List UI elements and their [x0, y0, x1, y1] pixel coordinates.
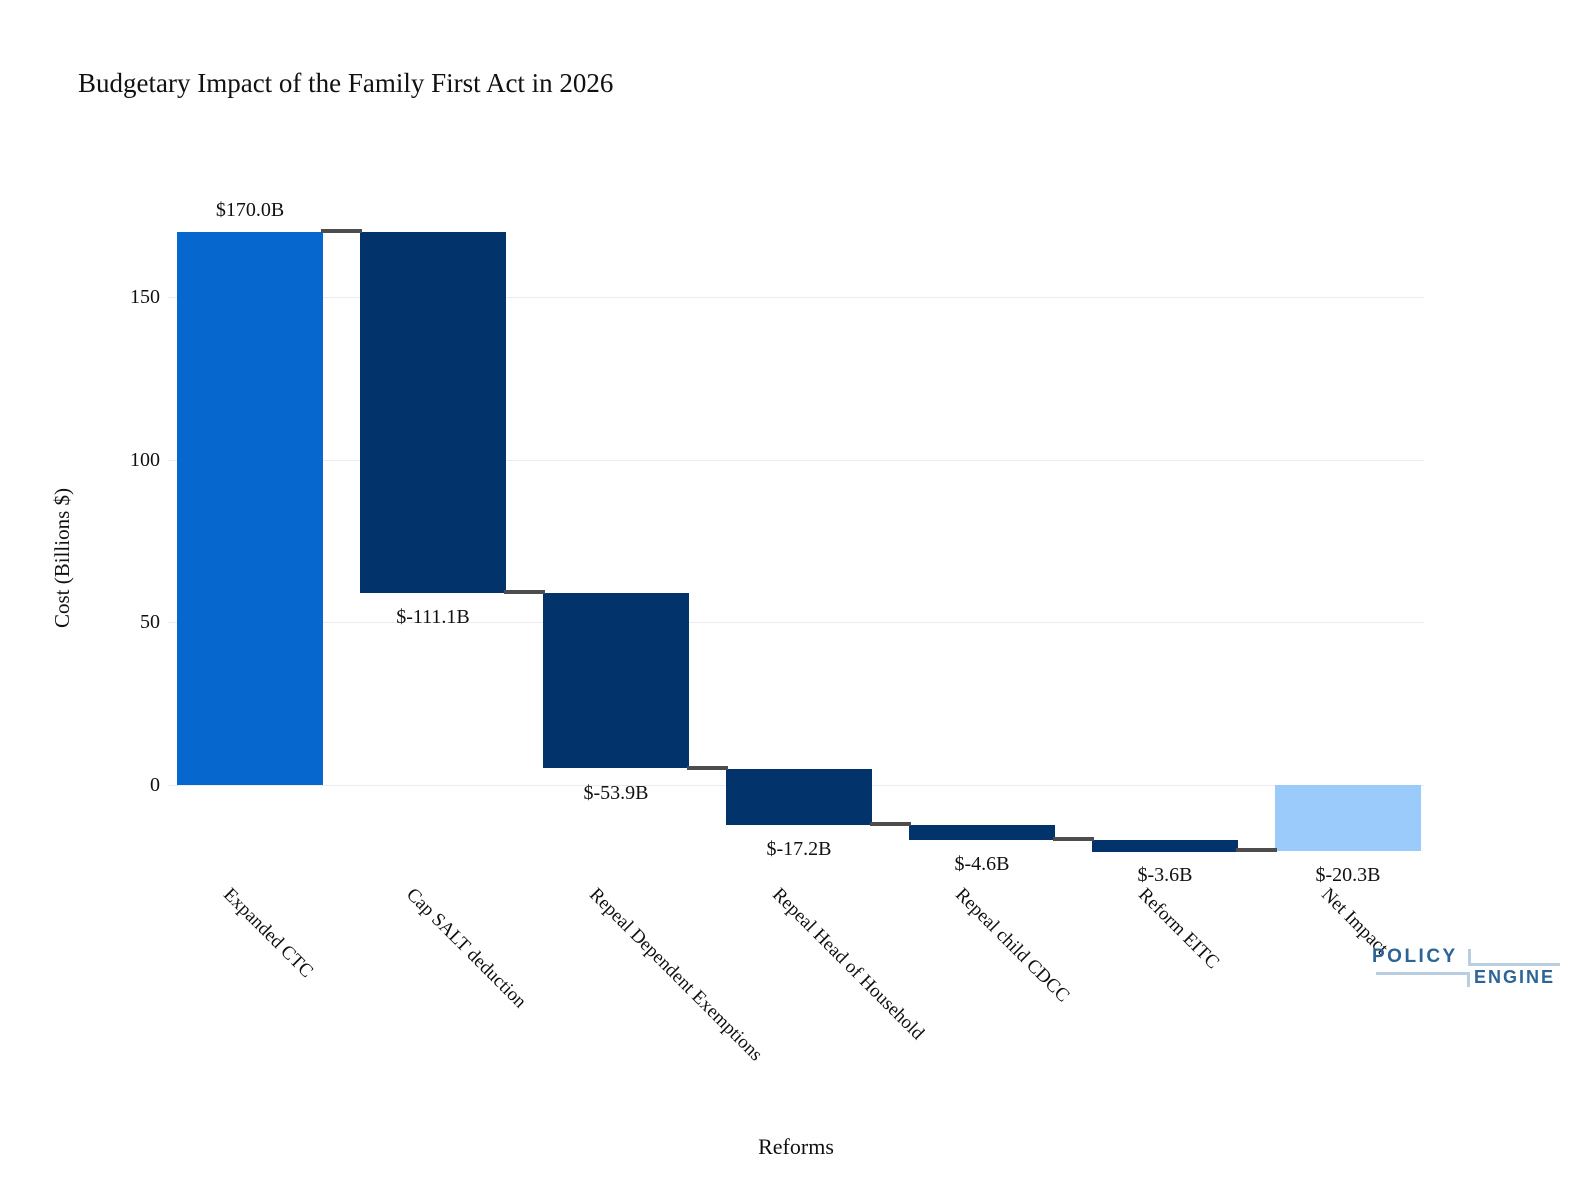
logo-accent-line	[1467, 972, 1470, 987]
value-label-reform-eitc: $-3.6B	[1137, 864, 1193, 886]
connector-line	[321, 229, 362, 233]
chart-title: Budgetary Impact of the Family First Act…	[78, 68, 614, 98]
connector-line	[687, 766, 728, 770]
y-tick-label-0: 0	[150, 774, 160, 796]
bar-expanded-ctc[interactable]	[177, 232, 323, 785]
x-tick-repeal-head-of-household: Repeal Head of Household	[768, 884, 929, 1044]
connector-line	[1236, 848, 1277, 852]
connector-line	[504, 590, 545, 594]
logo-accent-line	[1468, 949, 1471, 966]
value-label-repeal-child-cdcc: $-4.6B	[954, 853, 1010, 875]
value-label-net-impact: $-20.3B	[1315, 864, 1381, 886]
logo-text-policy: POLICY	[1372, 946, 1458, 967]
y-axis-title: Cost (Billions $)	[50, 487, 74, 628]
x-tick-cap-salt-deduction: Cap SALT deduction	[402, 884, 531, 1013]
y-tick-label-50: 50	[140, 611, 160, 633]
connector-line	[870, 822, 911, 826]
bar-repeal-dependent-exemptions[interactable]	[543, 593, 689, 768]
x-axis-title: Reforms	[758, 1134, 834, 1159]
bar-repeal-child-cdcc[interactable]	[909, 825, 1055, 840]
y-tick-label-150: 150	[130, 286, 160, 308]
logo-accent-line	[1376, 972, 1470, 975]
value-label-cap-salt-deduction: $-111.1B	[396, 606, 470, 628]
logo-text-engine: ENGINE	[1474, 967, 1556, 987]
bar-cap-salt-deduction[interactable]	[360, 232, 506, 593]
x-tick-reform-eitc: Reform EITC	[1134, 884, 1224, 974]
policyengine-logo: POLICY ENGINE	[1368, 946, 1564, 992]
bar-repeal-head-of-household[interactable]	[726, 769, 872, 825]
gridline-150	[168, 297, 1424, 298]
value-label-expanded-ctc: $170.0B	[215, 199, 285, 221]
bar-net-impact[interactable]	[1275, 785, 1421, 851]
bar-reform-eitc[interactable]	[1092, 840, 1238, 852]
gridline-100	[168, 460, 1424, 461]
x-tick-repeal-dependent-exemptions: Repeal Dependent Exemptions	[585, 884, 767, 1066]
gridline-50	[168, 622, 1424, 623]
connector-line	[1053, 837, 1094, 841]
logo-accent-line	[1468, 963, 1560, 966]
x-tick-repeal-child-cdcc: Repeal child CDCC	[951, 884, 1074, 1007]
value-label-repeal-dependent-exemptions: $-53.9B	[583, 782, 649, 804]
x-tick-expanded-ctc: Expanded CTC	[219, 884, 318, 983]
y-tick-label-100: 100	[130, 449, 160, 471]
value-label-repeal-head-of-household: $-17.2B	[766, 838, 832, 860]
